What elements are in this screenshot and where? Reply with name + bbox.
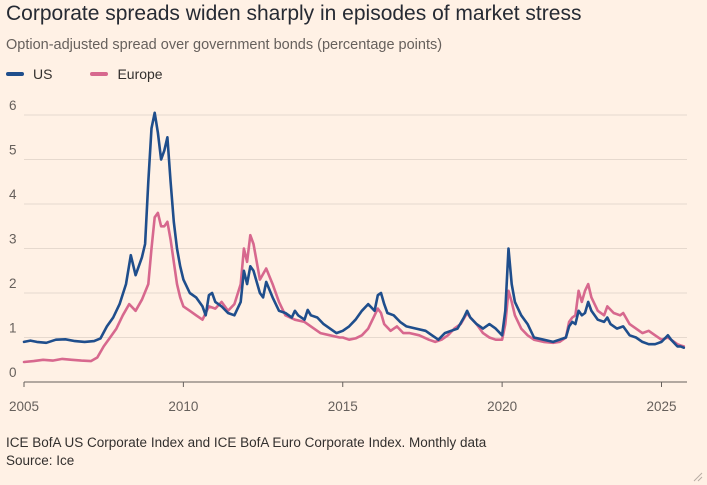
legend-swatch-europe <box>90 72 109 76</box>
x-tick-label: 2015 <box>328 399 358 414</box>
x-tick-label: 2010 <box>168 399 198 414</box>
resize-handle-icon[interactable] <box>691 470 703 482</box>
source-note: Source: Ice <box>6 453 75 468</box>
legend-swatch-us <box>6 72 24 76</box>
legend-label-europe: Europe <box>117 66 163 82</box>
series-line-us <box>22 111 686 349</box>
chart-title: Corporate spreads widen sharply in episo… <box>6 2 582 25</box>
y-tick-label: 1 <box>9 321 17 336</box>
y-tick-label: 5 <box>9 143 17 158</box>
legend-item-us: US <box>6 66 52 82</box>
y-tick-label: 3 <box>9 232 17 247</box>
legend-item-europe: Europe <box>90 66 163 82</box>
y-tick-label: 4 <box>9 187 17 202</box>
footnote: ICE BofA US Corporate Index and ICE BofA… <box>6 435 487 450</box>
x-tick-label: 2020 <box>487 399 517 414</box>
x-tick-label: 2005 <box>9 399 39 414</box>
series-line-europe <box>22 211 686 364</box>
y-tick-label: 0 <box>9 365 17 380</box>
y-tick-label: 6 <box>9 98 17 113</box>
chart-legend: US Europe <box>6 66 163 82</box>
x-tick-label: 2025 <box>646 399 676 414</box>
y-tick-label: 2 <box>9 276 17 291</box>
chart-subtitle: Option-adjusted spread over government b… <box>6 37 443 53</box>
legend-label-us: US <box>33 66 53 82</box>
